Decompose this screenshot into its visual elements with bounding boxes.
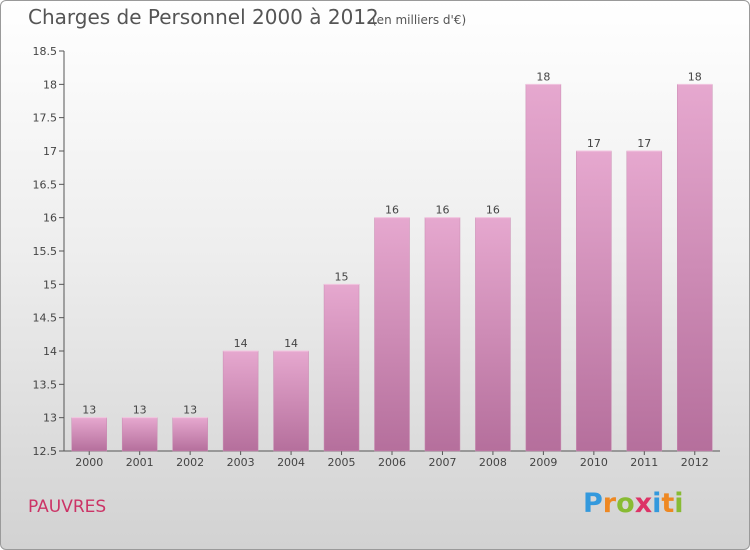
bar-value-label: 14 bbox=[284, 337, 298, 350]
y-tick-label: 13 bbox=[43, 412, 57, 425]
bar-value-label: 13 bbox=[82, 404, 96, 417]
y-tick-label: 17 bbox=[43, 145, 57, 158]
x-tick-label: 2010 bbox=[580, 456, 608, 469]
bar bbox=[576, 150, 612, 452]
logo-letter: i bbox=[652, 488, 662, 519]
y-tick-label: 15 bbox=[43, 278, 57, 291]
x-tick-label: 2006 bbox=[378, 456, 406, 469]
y-tick-label: 14 bbox=[43, 345, 57, 358]
y-tick-label: 14.5 bbox=[33, 312, 58, 325]
bar bbox=[424, 217, 461, 452]
y-tick-label: 13.5 bbox=[33, 378, 58, 391]
bar-value-label: 18 bbox=[536, 70, 550, 83]
bar bbox=[525, 84, 562, 452]
bar bbox=[323, 284, 360, 452]
bar bbox=[222, 350, 259, 452]
y-tick-label: 16 bbox=[43, 212, 57, 225]
bar-value-label: 16 bbox=[486, 204, 500, 217]
y-tick-label: 16.5 bbox=[33, 178, 58, 191]
chart-subtitle: (en milliers d'€) bbox=[372, 13, 467, 27]
logo-letter: r bbox=[602, 488, 617, 519]
bar bbox=[677, 84, 713, 452]
bar bbox=[71, 417, 107, 452]
x-tick-label: 2005 bbox=[328, 456, 356, 469]
x-tick-label: 2004 bbox=[277, 456, 305, 469]
bar-value-label: 17 bbox=[637, 137, 651, 150]
x-tick-label: 2002 bbox=[176, 456, 204, 469]
y-tick-label: 17.5 bbox=[33, 112, 58, 125]
logo-letter: i bbox=[674, 488, 684, 519]
bar bbox=[172, 417, 208, 452]
bar-value-label: 13 bbox=[133, 404, 147, 417]
x-tick-label: 2012 bbox=[681, 456, 709, 469]
x-tick-label: 2008 bbox=[479, 456, 507, 469]
x-tick-label: 2011 bbox=[630, 456, 658, 469]
bar-value-label: 13 bbox=[183, 404, 197, 417]
bar-value-label: 15 bbox=[335, 270, 349, 283]
chart-title: Charges de Personnel 2000 à 2012 bbox=[28, 5, 379, 29]
logo-letter: t bbox=[661, 488, 675, 519]
x-tick-label: 2001 bbox=[126, 456, 154, 469]
commune-name: PAUVRES bbox=[28, 497, 107, 517]
logo-letter: o bbox=[616, 488, 635, 519]
bar bbox=[475, 217, 511, 452]
bar bbox=[374, 217, 410, 452]
y-tick-label: 18 bbox=[43, 78, 57, 91]
bar-value-label: 17 bbox=[587, 137, 601, 150]
proxiti-logo: Proxiti bbox=[583, 488, 684, 519]
x-tick-label: 2003 bbox=[227, 456, 255, 469]
y-tick-label: 15.5 bbox=[33, 245, 58, 258]
x-tick-label: 2007 bbox=[428, 456, 456, 469]
x-tick-label: 2009 bbox=[529, 456, 557, 469]
bar bbox=[626, 150, 663, 452]
logo-letter: x bbox=[634, 488, 653, 519]
bar-value-label: 14 bbox=[234, 337, 248, 350]
bar bbox=[121, 417, 158, 452]
bar-value-label: 16 bbox=[385, 204, 399, 217]
logo-letter: P bbox=[583, 488, 603, 519]
bar bbox=[273, 350, 309, 452]
bar-value-label: 16 bbox=[435, 204, 449, 217]
bar-value-label: 18 bbox=[688, 70, 702, 83]
y-tick-label: 12.5 bbox=[33, 445, 58, 458]
x-tick-label: 2000 bbox=[75, 456, 103, 469]
y-tick-label: 18.5 bbox=[33, 45, 58, 58]
